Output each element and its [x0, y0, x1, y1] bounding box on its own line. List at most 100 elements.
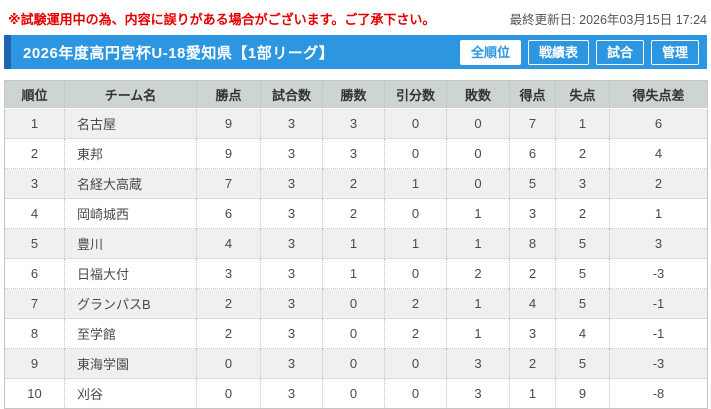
played-cell: 3	[260, 198, 323, 229]
wins-cell: 2	[322, 198, 385, 229]
goal-diff-cell: -1	[609, 288, 708, 319]
team-cell: 岡崎城西	[64, 198, 197, 229]
wins-cell: 2	[322, 168, 385, 199]
goals-against-cell: 2	[555, 138, 610, 169]
goals-for-cell: 4	[509, 288, 556, 319]
column-header-points: 勝点	[196, 80, 261, 109]
goals-against-cell: 5	[555, 258, 610, 289]
goals-for-cell: 3	[509, 198, 556, 229]
goals-for-cell: 2	[509, 348, 556, 379]
played-cell: 3	[260, 288, 323, 319]
goals-for-cell: 6	[509, 138, 556, 169]
table-row: 1 名古屋 9 3 3 0 0 7 1 6	[4, 108, 708, 139]
rank-cell: 5	[4, 228, 65, 259]
tab-matches[interactable]: 試合	[595, 39, 644, 65]
wins-cell: 0	[322, 288, 385, 319]
team-cell: 至学館	[64, 318, 197, 349]
goals-against-cell: 1	[555, 108, 610, 139]
draws-cell: 0	[384, 108, 447, 139]
last-updated-text: 最終更新日: 2026年03月15日 17:24	[509, 13, 707, 27]
goals-for-cell: 2	[509, 258, 556, 289]
league-header: 2026年度高円宮杯U-18愛知県【1部リーグ】 全順位 戦績表 試合 管理	[4, 35, 707, 69]
column-header-wins: 勝数	[322, 80, 385, 109]
played-cell: 3	[260, 168, 323, 199]
rank-cell: 3	[4, 168, 65, 199]
points-cell: 7	[196, 168, 261, 199]
team-cell: グランパスB	[64, 288, 197, 319]
goal-diff-cell: 2	[609, 168, 708, 199]
played-cell: 3	[260, 258, 323, 289]
goal-diff-cell: 3	[609, 228, 708, 259]
tab-results-grid[interactable]: 戦績表	[527, 39, 589, 65]
rank-cell: 2	[4, 138, 65, 169]
goals-for-cell: 5	[509, 168, 556, 199]
losses-cell: 1	[446, 228, 510, 259]
played-cell: 3	[260, 378, 323, 409]
goal-diff-cell: -8	[609, 378, 708, 409]
played-cell: 3	[260, 228, 323, 259]
draws-cell: 0	[384, 348, 447, 379]
points-cell: 3	[196, 258, 261, 289]
rank-cell: 1	[4, 108, 65, 139]
team-cell: 東海学園	[64, 348, 197, 379]
draws-cell: 2	[384, 318, 447, 349]
table-row: 8 至学館 2 3 0 2 1 3 4 -1	[4, 318, 708, 349]
goal-diff-cell: -3	[609, 258, 708, 289]
goals-for-cell: 8	[509, 228, 556, 259]
rank-cell: 6	[4, 258, 65, 289]
tab-all-rankings[interactable]: 全順位	[459, 39, 521, 65]
draws-cell: 1	[384, 168, 447, 199]
goal-diff-cell: -3	[609, 348, 708, 379]
draws-cell: 0	[384, 258, 447, 289]
tab-admin[interactable]: 管理	[650, 39, 699, 65]
wins-cell: 0	[322, 378, 385, 409]
played-cell: 3	[260, 318, 323, 349]
played-cell: 3	[260, 348, 323, 379]
standings-table: 順位 チーム名 勝点 試合数 勝数 引分数 敗数 得点 失点 得失点差 1 名古屋 9 3 3 0 0 7 1 6 2…	[4, 80, 708, 409]
rank-cell: 10	[4, 378, 65, 409]
losses-cell: 1	[446, 198, 510, 229]
goal-diff-cell: 6	[609, 108, 708, 139]
points-cell: 2	[196, 288, 261, 319]
draws-cell: 0	[384, 198, 447, 229]
team-cell: 東邦	[64, 138, 197, 169]
wins-cell: 0	[322, 348, 385, 379]
column-header-goals-against: 失点	[555, 80, 610, 109]
losses-cell: 0	[446, 108, 510, 139]
points-cell: 0	[196, 378, 261, 409]
column-header-rank: 順位	[4, 80, 65, 109]
team-cell: 刈谷	[64, 378, 197, 409]
column-header-losses: 敗数	[446, 80, 510, 109]
table-row: 10 刈谷 0 3 0 0 3 1 9 -8	[4, 378, 708, 409]
table-row: 6 日福大付 3 3 1 0 2 2 5 -3	[4, 258, 708, 289]
goals-against-cell: 5	[555, 228, 610, 259]
table-row: 5 豊川 4 3 1 1 1 8 5 3	[4, 228, 708, 259]
table-row: 3 名経大高蔵 7 3 2 1 0 5 3 2	[4, 168, 708, 199]
wins-cell: 1	[322, 228, 385, 259]
column-header-draws: 引分数	[384, 80, 447, 109]
trial-notice-text: ※試験運用中の為、内容に誤りがある場合がございます。ご了承下さい。	[8, 12, 436, 27]
rank-cell: 8	[4, 318, 65, 349]
goals-against-cell: 5	[555, 348, 610, 379]
column-header-team: チーム名	[64, 80, 197, 109]
rank-cell: 4	[4, 198, 65, 229]
losses-cell: 2	[446, 258, 510, 289]
goals-against-cell: 2	[555, 198, 610, 229]
points-cell: 6	[196, 198, 261, 229]
draws-cell: 1	[384, 228, 447, 259]
standings-body: 1 名古屋 9 3 3 0 0 7 1 6 2 東邦 9 3 3 0 0 6 2 4 3 名経大高蔵 7 3 2 1 0 5 3 2 4 岡崎…	[4, 108, 708, 409]
played-cell: 3	[260, 108, 323, 139]
team-cell: 豊川	[64, 228, 197, 259]
goals-against-cell: 5	[555, 288, 610, 319]
points-cell: 0	[196, 348, 261, 379]
goals-for-cell: 1	[509, 378, 556, 409]
draws-cell: 0	[384, 138, 447, 169]
losses-cell: 0	[446, 168, 510, 199]
table-header-row: 順位 チーム名 勝点 試合数 勝数 引分数 敗数 得点 失点 得失点差	[4, 80, 708, 109]
rank-cell: 9	[4, 348, 65, 379]
goals-for-cell: 3	[509, 318, 556, 349]
points-cell: 9	[196, 138, 261, 169]
team-cell: 名古屋	[64, 108, 197, 139]
table-row: 4 岡崎城西 6 3 2 0 1 3 2 1	[4, 198, 708, 229]
goal-diff-cell: -1	[609, 318, 708, 349]
